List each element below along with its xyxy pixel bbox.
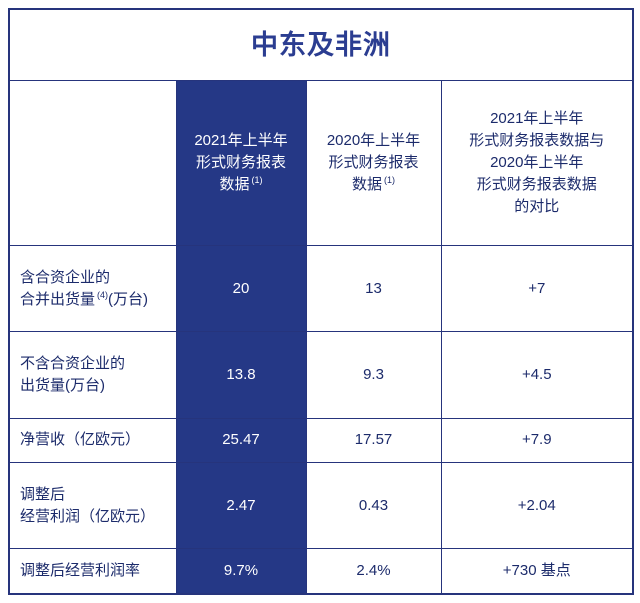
value-cell: +4.5 [440,331,634,419]
value-cell: 2.4% [305,548,442,595]
value-cell: +7.9 [440,417,634,463]
text-line: 净营收（亿欧元） [20,431,141,449]
footnote-mark: (4) [97,289,109,300]
column-header: 2020年上半年 形式财务报表数据 (1) [305,80,442,246]
header-corner [8,80,177,246]
column-header: 2021年上半年 形式财务报表数据 (1) [175,80,307,246]
value-cell: +2.04 [440,461,634,550]
data-row: 不含合资企业的 出货量(万台) 13.8 9.3 +4.5 [8,331,634,419]
data-row: 调整后经营利润率 9.7% 2.4% +730 基点 [8,548,634,595]
row-label: 不含合资企业的 出货量(万台) [8,331,177,419]
data-row: 调整后 经营利润（亿欧元） 2.47 0.43 +2.04 [8,461,634,550]
text-line: 合并出货量 [20,290,96,308]
text-line: 2021年上半年 [194,132,288,149]
value-cell: 13 [305,244,442,333]
unit-text: (万台) [108,290,149,308]
text-line: 调整后 [20,485,66,503]
text-line: 形式财务报表数据与 [469,132,605,149]
row-label: 净营收（亿欧元） [8,417,177,463]
value-cell: 9.3 [305,331,442,419]
title-row: 中东及非洲 [8,8,634,81]
text-line: 形式财务报表 [328,154,419,171]
row-label: 调整后经营利润率 [8,548,177,595]
text-line: 形式财务报表 [195,154,286,171]
value-cell: +7 [440,244,634,333]
text-line: 调整后经营利润率 [20,562,141,580]
text-line: 数据 [351,176,382,193]
row-label: 含合资企业的 合并出货量 (4)(万台) [8,244,177,333]
value-cell: 13.8 [175,331,307,419]
value-cell: +730 基点 [440,548,634,595]
value-cell: 25.47 [175,417,307,463]
footnote-mark: (1) [384,175,395,185]
text-line: 的对比 [514,198,560,215]
value-cell: 2.47 [175,461,307,550]
text-line: 形式财务报表数据 [476,176,597,193]
text-line: 出货量(万台) [20,377,105,395]
data-table: 中东及非洲 2021年上半年 形式财务报表 数据 (1) 2020年上半年 形式财务报表 数据… [8,8,634,595]
text-line: 经营利润（亿欧元） [20,507,156,525]
text-line: 2020年上半年 [490,154,584,171]
data-row: 净营收（亿欧元） 25.47 17.57 +7.9 [8,417,634,463]
value-cell: 17.57 [305,417,442,463]
value-cell: 20 [175,244,307,333]
row-label: 调整后经营利润（亿欧元） [8,461,177,550]
value-cell: 0.43 [305,461,442,550]
text-line: 数据 [219,176,250,193]
text-line: 含合资企业的 [20,268,111,286]
column-header: 2021年上半年形式财务报表数据与 2020年上半年 形式财务报表数据 的对比 [440,80,634,246]
text-line: 不含合资企业的 [20,355,126,373]
table-title: 中东及非洲 [8,8,634,81]
table-body: 中东及非洲 2021年上半年 形式财务报表 数据 (1) 2020年上半年 形式财务报表 数据… [8,8,634,595]
value-cell: 9.7% [175,548,307,595]
data-row: 含合资企业的 合并出货量 (4)(万台) 20 13 +7 [8,244,634,333]
header-row: 2021年上半年 形式财务报表 数据 (1) 2020年上半年 形式财务报表 数据 (1) 20… [8,80,634,246]
text-line: 2021年上半年 [490,110,584,127]
footnote-mark: (1) [251,175,263,185]
text-line: 2020年上半年 [326,132,421,149]
